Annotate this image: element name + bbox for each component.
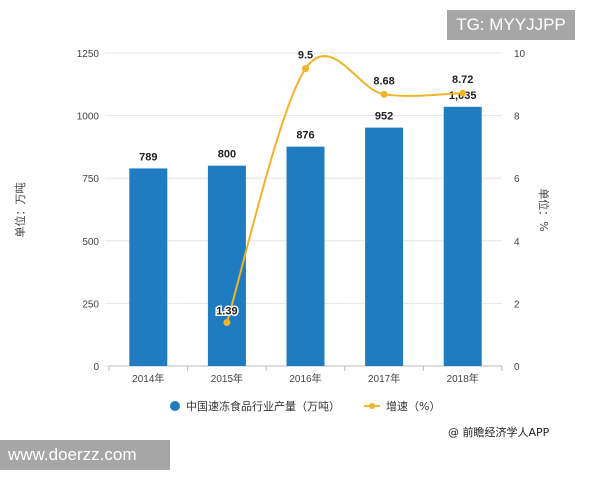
legend-bar-label: 中国速冻食品行业产量（万吨）: [186, 400, 340, 413]
line-data-label: 9.5: [298, 50, 313, 62]
y-axis-label: 单位：万吨: [13, 183, 27, 238]
bar-data-label: 876: [296, 130, 314, 142]
y-tick-label: 0: [93, 362, 99, 373]
legend-line-marker: [364, 403, 380, 409]
growth-point: [223, 318, 231, 326]
legend-bar-marker: [170, 401, 180, 411]
y-tick-label: 750: [82, 174, 99, 185]
x-tick-label: 2014年: [132, 372, 164, 385]
growth-line: [225, 55, 463, 323]
legend-line-label: 增速（%）: [386, 400, 441, 413]
x-tick-label: 2015年: [211, 372, 243, 385]
growth-point: [302, 65, 309, 73]
y2-tick-label: 10: [514, 49, 526, 60]
y2-tick-label: 8: [514, 112, 520, 123]
bar: [286, 146, 325, 366]
bar-data-label: 800: [218, 149, 236, 161]
bar: [365, 127, 404, 366]
x-tick-label: 2017年: [368, 372, 400, 385]
line-data-label: 8.72: [452, 74, 473, 86]
line-data-label: 1.39: [216, 305, 237, 317]
bar: [207, 165, 246, 366]
bar-data-label: 789: [139, 151, 157, 163]
y2-tick-label: 4: [514, 237, 520, 248]
y2-tick-label: 2: [514, 299, 520, 310]
legend: 中国速冻食品行业产量（万吨） 增速（%）: [170, 398, 440, 414]
x-tick-label: 2016年: [289, 372, 321, 385]
y-tick-label: 500: [82, 237, 99, 248]
y-tick-label: 1000: [77, 112, 100, 123]
growth-point: [380, 90, 388, 98]
tg-watermark: TG: MYYJJPP: [447, 10, 575, 40]
x-tick-label: 2018年: [447, 372, 479, 385]
bar: [129, 168, 168, 366]
growth-point: [459, 89, 467, 97]
site-watermark: www.doerzz.com: [0, 440, 170, 470]
bar: [443, 106, 482, 366]
y2-tick-label: 6: [514, 174, 520, 185]
y-tick-label: 250: [82, 299, 99, 310]
y-tick-label: 1250: [77, 49, 100, 60]
y2-axis-label: 单位：%: [537, 188, 551, 231]
source-credit: @ 前瞻经济学人APP: [448, 426, 550, 439]
y2-tick-label: 0: [514, 362, 520, 373]
bar-data-label: 952: [375, 111, 393, 123]
line-data-label: 8.68: [373, 75, 394, 87]
